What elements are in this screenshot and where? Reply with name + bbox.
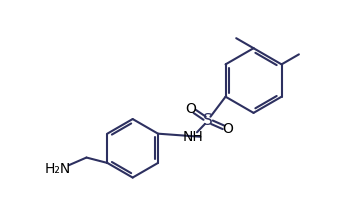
Text: O: O <box>222 122 233 136</box>
Text: NH: NH <box>182 130 203 144</box>
Text: H₂N: H₂N <box>45 162 71 176</box>
Text: O: O <box>186 102 197 116</box>
Text: S: S <box>203 113 213 128</box>
